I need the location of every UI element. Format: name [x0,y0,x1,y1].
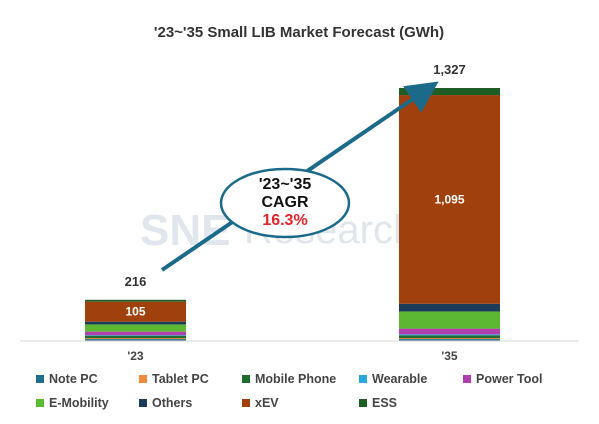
legend-item-xev: xEV [242,396,359,410]
legend-label: Wearable [372,372,428,386]
legend-label: E-Mobility [49,396,109,410]
legend-swatch [139,399,147,407]
bar-segment-power-tool-1 [399,328,500,335]
total-label-1: 1,327 [433,62,466,77]
legend-swatch [242,399,250,407]
legend-item-tablet-pc: Tablet PC [139,372,242,386]
legend-item-wearable: Wearable [359,372,463,386]
watermark-sne: SNE [140,206,230,255]
total-label-0: 216 [125,274,147,289]
bar-segment-note-pc-0 [85,339,186,341]
bar-segment-mobile-phone-0 [85,335,186,339]
xev-value-label-0: 105 [125,305,145,319]
legend-swatch [242,375,250,383]
legend: Note PC Tablet PC Mobile Phone Wearable Powe… [36,372,576,410]
bar-segment-e-mobility-0 [85,324,186,332]
legend-item-mobile-phone: Mobile Phone [242,372,359,386]
bar-segment-wearable-0 [85,335,186,336]
bar-segment-note-pc-1 [399,339,500,341]
bar-segment-power-tool-0 [85,331,186,336]
cagr-value: 16.3% [262,212,307,229]
legend-swatch [359,375,367,383]
legend-label: Tablet PC [152,372,209,386]
legend-item-ess: ESS [359,396,463,410]
xev-value-label-1: 1,095 [434,192,464,206]
legend-swatch [36,375,44,383]
legend-label: xEV [255,396,279,410]
legend-swatch [139,375,147,383]
bar-segment-xev-1 [399,95,500,304]
bar-segment-mobile-phone-1 [399,335,500,339]
bar-segment-e-mobility-1 [399,311,500,329]
legend-swatch [463,375,471,383]
legend-label: Note PC [49,372,98,386]
category-label-0: '23 [127,349,144,363]
cagr-label: CAGR [261,194,309,211]
cagr-period: '23~'35 [259,176,312,193]
legend-label: Mobile Phone [255,372,337,386]
legend-label: ESS [372,396,398,410]
cagr-ellipse [219,167,351,239]
legend-label: Power Tool [476,372,543,386]
bar-segment-tablet-pc-0 [85,338,186,340]
legend-item-e-mobility: E-Mobility [36,396,139,410]
bar-segment-tablet-pc-1 [399,338,500,340]
legend-item-note-pc: Note PC [36,372,139,386]
legend-item-others: Others [139,396,242,410]
chart-title: '23~'35 Small LIB Market Forecast (GWh) [154,24,444,41]
category-label-1: '35 [441,349,458,363]
bar-segment-others-0 [85,321,186,325]
bar-segment-ess-1 [399,88,500,96]
legend-swatch [36,399,44,407]
legend-item-power-tool: Power Tool [463,372,573,386]
legend-swatch [359,399,367,407]
bar-segment-wearable-1 [399,334,500,336]
labels-group: 105 216 '23 1,095 1,327 '35 [125,62,466,363]
bar-segment-others-1 [399,303,500,312]
bar-segment-xev-0 [85,301,186,322]
bar-segment-ess-0 [85,299,186,302]
bars-group [85,88,500,341]
chart-area: '23~'35 Small LIB Market Forecast (GWh) … [20,24,579,363]
legend-label: Others [152,396,193,410]
